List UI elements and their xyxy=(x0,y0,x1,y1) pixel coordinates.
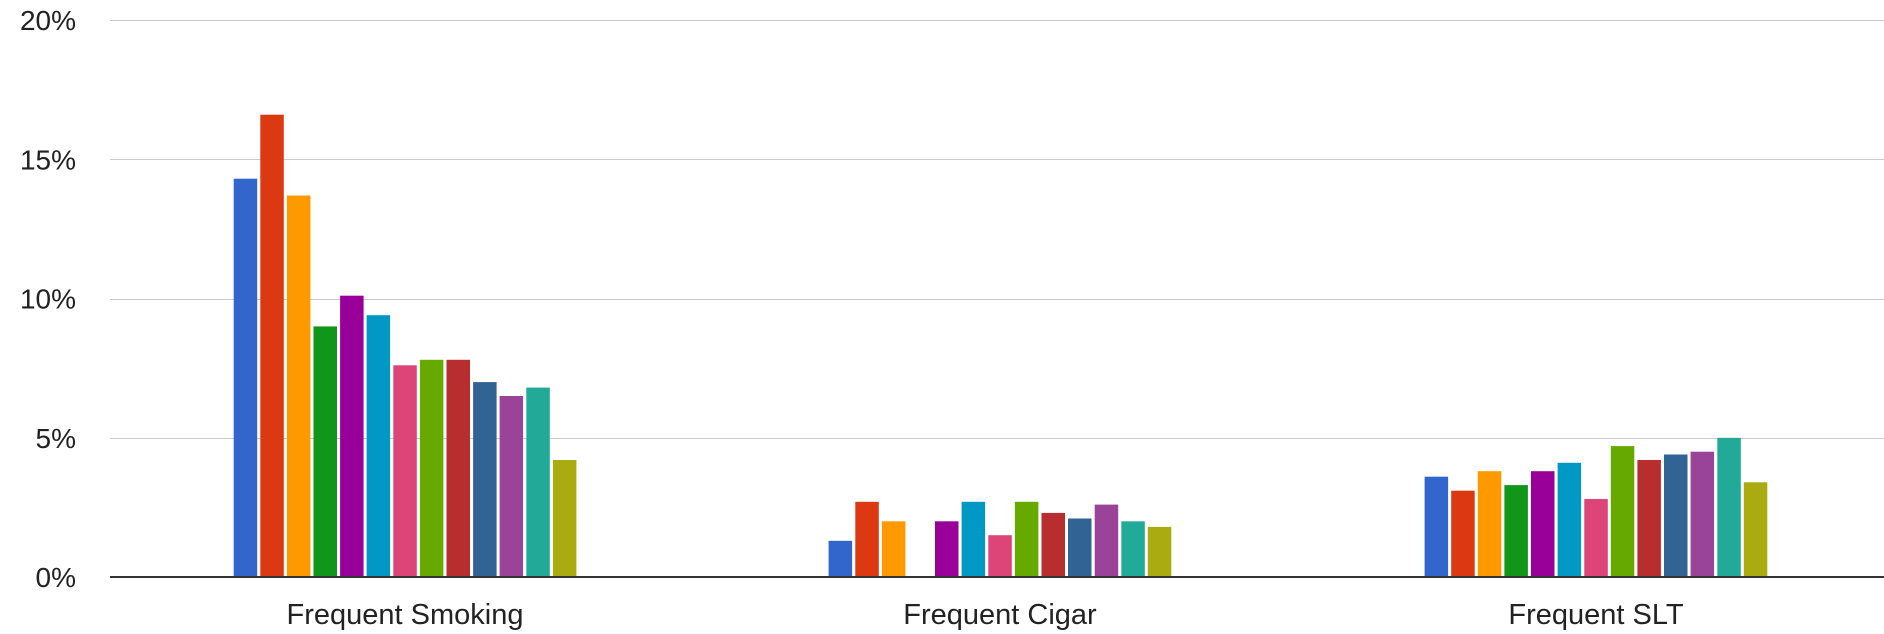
y-tick-label: 5% xyxy=(36,423,76,454)
bar[interactable] xyxy=(1041,512,1066,577)
y-tick-label: 10% xyxy=(20,284,76,315)
bar[interactable] xyxy=(1121,521,1145,577)
bar[interactable] xyxy=(286,195,311,578)
bar[interactable] xyxy=(988,535,1012,577)
bar[interactable] xyxy=(855,501,879,577)
bar[interactable] xyxy=(828,540,853,577)
y-tick-label: 20% xyxy=(20,5,76,36)
bar[interactable] xyxy=(1664,454,1688,578)
bar[interactable] xyxy=(881,521,906,577)
axis-layer: 0% 5% 10% 15% 20% Frequent Smoking Frequent Ci… xyxy=(20,5,1884,631)
bar[interactable] xyxy=(1504,485,1528,577)
bar[interactable] xyxy=(499,396,524,577)
bar[interactable] xyxy=(1068,518,1092,578)
bar[interactable] xyxy=(233,178,258,577)
bar[interactable] xyxy=(446,359,471,577)
bar[interactable] xyxy=(1557,462,1582,577)
bar[interactable] xyxy=(935,521,959,577)
bar[interactable] xyxy=(473,382,497,577)
bar[interactable] xyxy=(1584,499,1608,577)
bar[interactable] xyxy=(1610,446,1635,577)
bar[interactable] xyxy=(313,326,338,577)
bar[interactable] xyxy=(1147,526,1172,577)
bar[interactable] xyxy=(961,501,986,577)
bar[interactable] xyxy=(1531,471,1555,577)
bar[interactable] xyxy=(1637,460,1661,577)
x-category-label: Frequent Cigar xyxy=(903,599,1097,631)
y-tick-label: 15% xyxy=(20,144,76,175)
bar[interactable] xyxy=(393,365,417,577)
bar[interactable] xyxy=(260,114,284,577)
bar[interactable] xyxy=(1717,437,1741,578)
bar[interactable] xyxy=(1743,482,1768,577)
bar-layer xyxy=(233,114,1768,578)
bar[interactable] xyxy=(1424,476,1449,577)
bar[interactable] xyxy=(1690,451,1715,577)
x-category-label: Frequent SLT xyxy=(1508,599,1683,631)
bar[interactable] xyxy=(419,359,444,577)
bar[interactable] xyxy=(526,387,550,577)
bar[interactable] xyxy=(1014,501,1039,577)
bar[interactable] xyxy=(1094,504,1119,577)
bar[interactable] xyxy=(552,460,577,577)
x-category-label: Frequent Smoking xyxy=(287,599,524,631)
bar[interactable] xyxy=(1451,490,1475,577)
bar[interactable] xyxy=(366,315,391,577)
bar[interactable] xyxy=(1477,471,1502,577)
y-tick-label: 0% xyxy=(36,562,76,593)
grid-layer xyxy=(110,20,1884,439)
bar[interactable] xyxy=(340,295,364,577)
